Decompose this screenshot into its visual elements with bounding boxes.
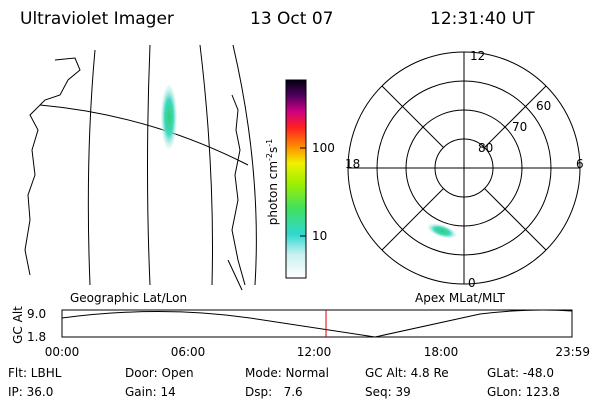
status-field: GLon: 123.8 bbox=[487, 385, 560, 399]
lat-label: 60 bbox=[536, 99, 551, 113]
mlt-line bbox=[484, 85, 547, 148]
time: 12:31:40 UT bbox=[430, 9, 535, 29]
timeline-frame bbox=[61, 309, 573, 338]
mlt-line bbox=[484, 188, 547, 251]
unit-text: s bbox=[266, 147, 280, 153]
coastline bbox=[24, 57, 81, 276]
x-tick-label: 00:00 bbox=[45, 345, 80, 359]
status-field: GLat: -48.0 bbox=[487, 366, 554, 380]
lat-label: 70 bbox=[512, 120, 527, 134]
aurora-polar bbox=[427, 223, 457, 239]
meridian bbox=[199, 44, 213, 286]
status-field: IP: 36.0 bbox=[8, 385, 53, 399]
apex-label: Apex MLat/MLT bbox=[415, 291, 505, 305]
mlt-line bbox=[381, 85, 444, 148]
colorbar-tick-label: 100 bbox=[312, 141, 335, 155]
colorbar-label: photon cm-2s-1 bbox=[265, 139, 280, 226]
meridian bbox=[87, 49, 96, 286]
status-field: Dsp: 7.6 bbox=[245, 385, 303, 399]
colorbar-tick-label: 10 bbox=[312, 229, 327, 243]
mlt-label: 12 bbox=[470, 49, 485, 63]
x-tick-label: 18:00 bbox=[424, 345, 459, 359]
x-tick-label: 12:00 bbox=[297, 345, 332, 359]
polar-plot: 12 18 6 0 60 70 80 bbox=[345, 49, 584, 290]
coastline bbox=[231, 94, 246, 286]
colorbar bbox=[285, 79, 307, 279]
status-field: Seq: 39 bbox=[365, 385, 411, 399]
geo-label: Geographic Lat/Lon bbox=[70, 291, 187, 305]
x-tick-label: 06:00 bbox=[171, 345, 206, 359]
altitude-curve bbox=[61, 309, 573, 338]
y-tick-label: 9.0 bbox=[27, 307, 46, 321]
mlt-line bbox=[381, 188, 444, 251]
date: 13 Oct 07 bbox=[250, 9, 333, 29]
geo-map bbox=[24, 44, 257, 291]
meridian bbox=[232, 44, 257, 286]
mlt-label: 18 bbox=[345, 157, 360, 171]
mlt-label: 6 bbox=[576, 157, 584, 171]
parallel bbox=[227, 259, 243, 291]
parallel bbox=[39, 104, 249, 166]
timeline-ylabel: GC Alt bbox=[11, 306, 25, 344]
y-tick-label: 1.8 bbox=[27, 330, 46, 344]
status-field: GC Alt: 4.8 Re bbox=[365, 366, 449, 380]
aurora-geo bbox=[161, 85, 177, 149]
status-field: Flt: LBHL bbox=[8, 366, 62, 380]
status-panel: Flt: LBHL Door: Open Mode: Normal GC Alt: 4… bbox=[8, 366, 560, 399]
status-field: Mode: Normal bbox=[245, 366, 329, 380]
unit-exp: -1 bbox=[265, 139, 274, 147]
lat-label: 80 bbox=[478, 141, 493, 155]
x-tick-label: 23:59 bbox=[555, 345, 590, 359]
title: Ultraviolet Imager bbox=[20, 9, 174, 29]
unit-text: photon cm bbox=[266, 161, 280, 225]
meridian bbox=[147, 44, 151, 286]
unit-exp: -2 bbox=[265, 153, 274, 161]
status-field: Door: Open bbox=[125, 366, 194, 380]
status-field: Gain: 14 bbox=[125, 385, 176, 399]
mlt-label: 0 bbox=[468, 276, 476, 290]
